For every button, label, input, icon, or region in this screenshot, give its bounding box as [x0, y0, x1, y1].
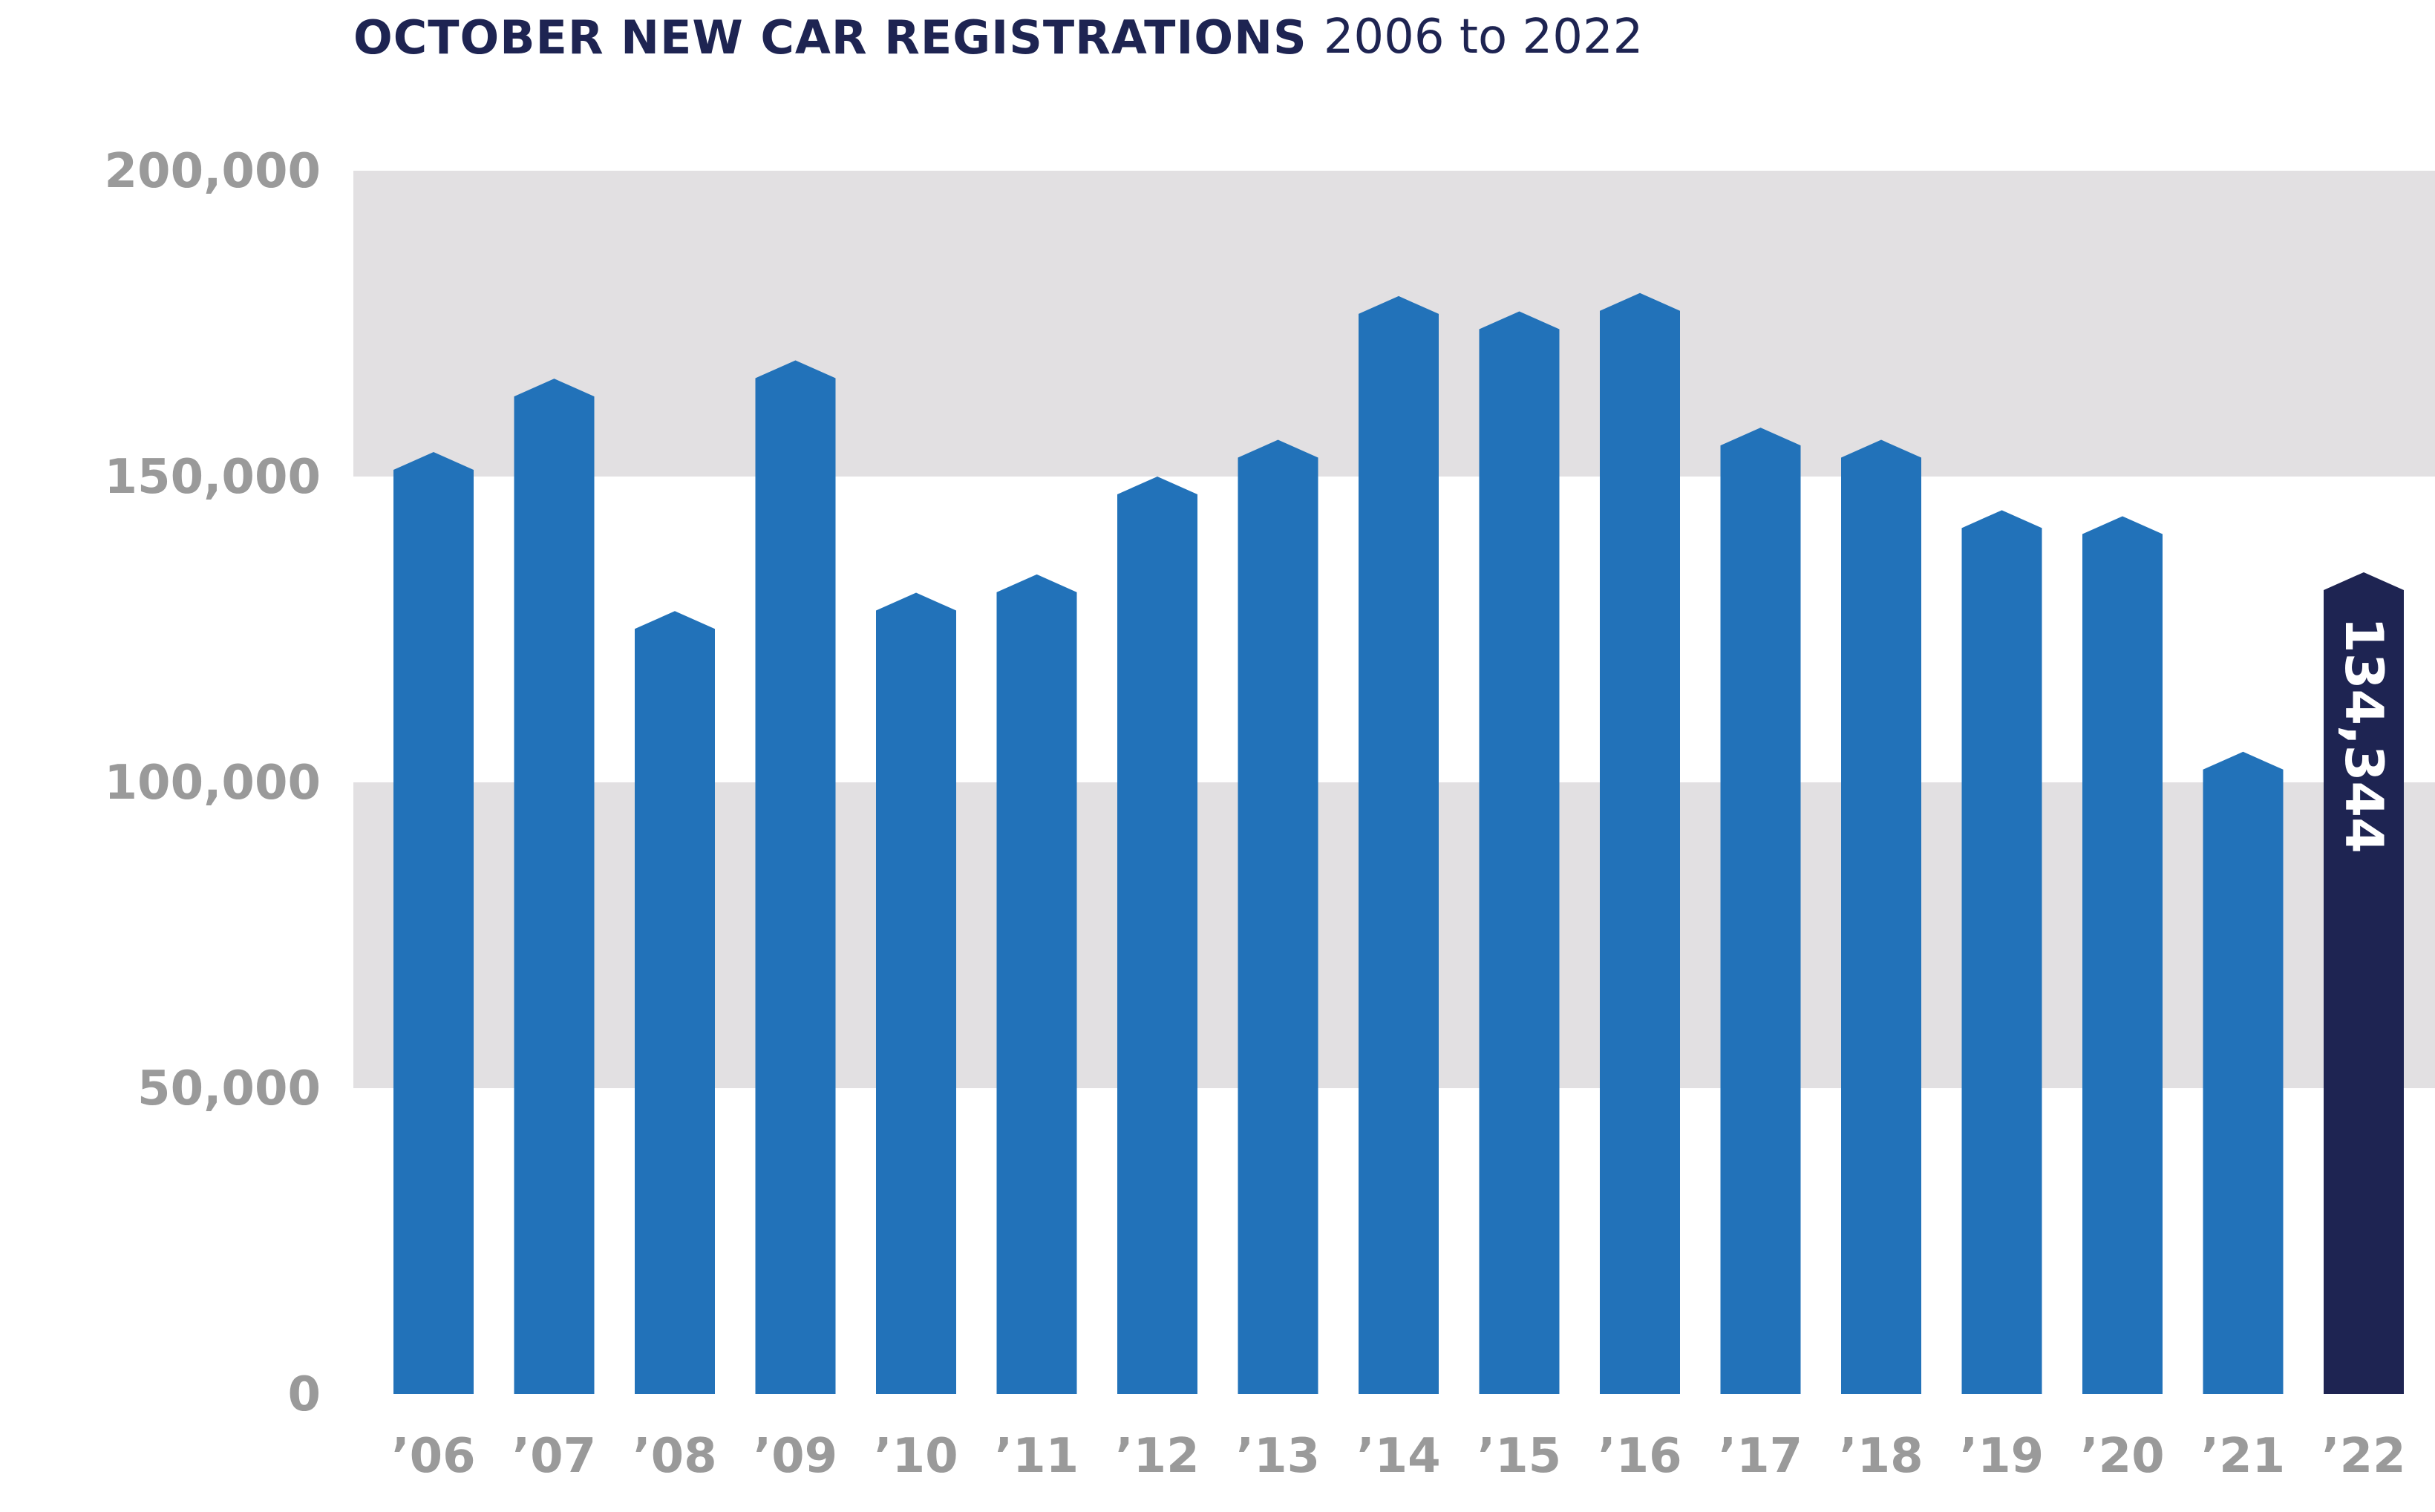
- x-tick-label: ’11: [995, 1429, 1079, 1484]
- x-tick-label: ’10: [874, 1429, 958, 1484]
- chart-title-sub: 2006 to 2022: [1323, 10, 1644, 65]
- y-tick-label: 0: [287, 1367, 321, 1422]
- y-tick-label: 50,000: [137, 1061, 321, 1116]
- bar-10: [876, 592, 956, 1394]
- bar-09: [755, 360, 836, 1395]
- bar-17: [1720, 428, 1801, 1394]
- x-tick-label: ’13: [1236, 1429, 1320, 1484]
- x-tick-label: ’19: [1960, 1429, 2044, 1484]
- bar-22: [2324, 572, 2404, 1395]
- x-tick-label: ’16: [1598, 1429, 1681, 1484]
- bar-07: [514, 379, 595, 1394]
- bar-19: [1961, 510, 2042, 1394]
- chart-title-main: OCTOBER NEW CAR REGISTRATIONS: [353, 10, 1307, 65]
- bar-16: [1600, 292, 1680, 1394]
- bar-15: [1479, 311, 1560, 1394]
- bar-18: [1841, 439, 1921, 1394]
- x-tick-label: ’20: [2080, 1429, 2164, 1484]
- bar-12: [1117, 477, 1197, 1394]
- bar-13: [1238, 439, 1318, 1394]
- x-tick-label: ’15: [1477, 1429, 1561, 1484]
- data-label: 134,344: [2333, 617, 2394, 854]
- bar-21: [2203, 751, 2284, 1394]
- y-tick-label: 150,000: [105, 450, 321, 505]
- x-tick-label: ’07: [512, 1429, 596, 1484]
- bar-20: [2082, 516, 2163, 1394]
- x-tick-label: ’12: [1115, 1429, 1199, 1484]
- y-tick-label: 100,000: [105, 756, 321, 811]
- x-tick-label: ’17: [1719, 1429, 1802, 1484]
- chart-title: OCTOBER NEW CAR REGISTRATIONS 2006 to 20…: [353, 0, 1643, 74]
- x-tick-label: ’14: [1356, 1429, 1440, 1484]
- x-tick-label: ’06: [391, 1429, 475, 1484]
- bar-06: [393, 452, 474, 1394]
- bar-14: [1359, 295, 1439, 1394]
- bar-11: [996, 574, 1077, 1394]
- x-tick-label: ’09: [754, 1429, 837, 1484]
- x-tick-label: ’22: [2321, 1429, 2405, 1484]
- x-tick-label: ’21: [2201, 1429, 2285, 1484]
- bar-08: [635, 611, 715, 1394]
- x-tick-label: ’18: [1839, 1429, 1923, 1484]
- y-tick-label: 200,000: [105, 144, 321, 199]
- x-tick-label: ’08: [633, 1429, 716, 1484]
